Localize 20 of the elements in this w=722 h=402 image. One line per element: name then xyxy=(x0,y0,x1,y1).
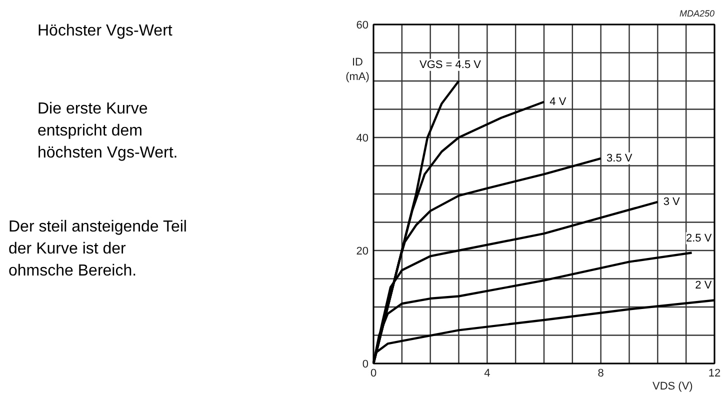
series-label: 4 V xyxy=(550,96,567,108)
series-label: VGS = 4.5 V xyxy=(420,58,482,71)
text: Höchster Vgs-Wert xyxy=(38,22,173,40)
y-tick-label: 20 xyxy=(356,246,369,258)
series-label: 3 V xyxy=(663,196,681,208)
series-label: 3.5 V xyxy=(606,152,633,164)
series-label: 2 V xyxy=(695,280,712,292)
series-label: 2.5 V xyxy=(686,232,712,244)
text: Die erste Kurve entspricht dem höchsten Vgs-Wert. xyxy=(38,100,178,162)
x-tick-label: 0 xyxy=(370,368,377,380)
y-tick-label: 40 xyxy=(356,132,369,144)
x-tick-label: 8 xyxy=(598,368,604,380)
y-tick-label: 0 xyxy=(362,358,369,370)
x-tick-label: 4 xyxy=(484,368,490,380)
text: Der steil ansteigende Teil der Kurve ist der ohmsche Bereich. xyxy=(8,218,187,280)
y-tick-label: 60 xyxy=(356,20,369,32)
x-tick-label: 12 xyxy=(708,368,721,380)
text: MDA250 xyxy=(679,8,714,18)
x-axis-title: VDS (V) xyxy=(652,380,693,392)
y-axis-title: ID (mA) xyxy=(346,56,370,83)
